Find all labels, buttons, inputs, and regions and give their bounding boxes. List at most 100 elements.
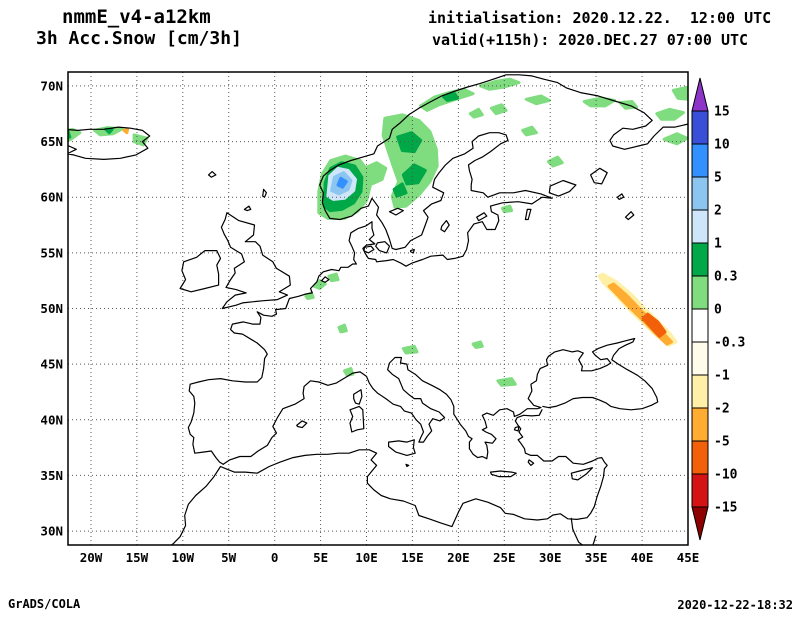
colorbar-band-2to5 (691, 176, 709, 211)
colorbar-band--10to-5 (691, 440, 709, 475)
colorbar-band-0.3to1 (691, 242, 709, 277)
coastline-atlantic-baltic-scandinavia-coast (187, 74, 688, 465)
colorbar-tick--10: -10 (714, 468, 738, 483)
colorbar-band-5to10 (691, 143, 709, 178)
snow-region-karelia-spot (546, 155, 564, 168)
lon-tick-35E: 35E (585, 550, 608, 565)
snow-region-liguria-spot (343, 367, 355, 377)
lon-tick-40E: 40E (631, 550, 654, 565)
snow-region-central-scandes-core-north (396, 131, 423, 154)
coastline-crete (489, 470, 517, 478)
snow-region-russia-streak-core (641, 312, 667, 338)
colorbar: 15 10 5 2 1 0.3 0 -0.3 -1 -2 -5 -10 -15 (691, 77, 745, 541)
coastline-aqaba-gulf (592, 535, 597, 545)
snow-region-iceland-north-core (104, 127, 114, 135)
colorbar-tick-2: 2 (714, 204, 722, 219)
map-inner (68, 72, 688, 545)
coastline-ijsselmeer (320, 276, 330, 283)
coastline-sardinia (349, 405, 365, 433)
lat-tick-45N: 45N (40, 357, 63, 372)
colorbar-band--1to-0.3 (691, 341, 709, 376)
product-title: 3h Acc.Snow [cm/3h] (36, 28, 242, 49)
snow-region-transylvania-spot (471, 340, 484, 349)
lat-tick-60N: 60N (40, 190, 63, 205)
snow-region-finnmark-kola-border (524, 94, 551, 106)
colorbar-band-1to2 (691, 209, 709, 244)
snow-region-northeast-corner (671, 85, 688, 101)
coastline-lake-onega (590, 167, 608, 185)
lat-tick-30N: 30N (40, 524, 63, 539)
lat-tick-55N: 55N (40, 245, 63, 260)
lon-tick-20E: 20E (447, 550, 470, 565)
coastline-mediterranean-blacksea-coast (222, 337, 659, 465)
coastline-funen (363, 245, 375, 254)
lon-tick-10W: 10W (172, 550, 195, 565)
coastline-lake-ladoga (548, 179, 577, 197)
colorbar-tick-1: 1 (714, 237, 722, 252)
snow-region-netherlands-spot-1 (312, 279, 327, 290)
coastline-suez-gulf (570, 517, 583, 545)
coastline-lake-vanern (388, 207, 404, 216)
lat-tick-50N: 50N (40, 301, 63, 316)
colorbar-tick-15: 15 (714, 105, 730, 120)
snow-region-bulgaria-spot (496, 377, 517, 387)
lon-tick-10E: 10E (355, 550, 378, 565)
colorbar-band--5to-2 (691, 407, 709, 442)
coastline-rhodes (527, 459, 535, 466)
snow-region-central-scandes-core-mid (401, 163, 427, 186)
coastline-ireland (179, 250, 222, 293)
coastline-sicily (388, 439, 416, 456)
snow-region-south-norway-max (336, 176, 348, 189)
valid-time-label: valid(+115h): 2020.DEC.27 07:00 UTC (432, 31, 749, 49)
coastline-iceland (68, 126, 151, 160)
coastline-saaremaa (476, 212, 488, 222)
lon-tick-5W: 5W (221, 550, 237, 565)
snow-region-lapland-spot (521, 125, 538, 137)
colorbar-tick--1: -1 (714, 369, 730, 384)
lat-tick-40N: 40N (40, 412, 63, 427)
snow-region-finnmark-coast (478, 77, 521, 91)
colorbar-arrow-top (691, 77, 709, 112)
snow-region-inari-spot (489, 103, 508, 116)
snow-region-vosges-spot (337, 323, 348, 334)
map-frame (67, 71, 689, 546)
snow-region-central-scandes (381, 113, 439, 209)
lat-tick-65N: 65N (40, 134, 63, 149)
creation-timestamp: 2020-12-22-18:32 (677, 598, 793, 612)
lon-tick-30E: 30E (539, 550, 562, 565)
coastline-malta (405, 463, 410, 468)
colorbar-band--0.3to0 (691, 308, 709, 343)
colorbar-band-0to0.3 (691, 275, 709, 310)
model-name: nmmE_v4-a12km (62, 6, 211, 28)
lon-tick-15E: 15E (401, 550, 424, 565)
lon-tick-15W: 15W (126, 550, 149, 565)
snow-region-kola-central (582, 96, 616, 108)
snow-region-netherlands-spot-2 (327, 272, 340, 283)
colorbar-tick--0.3: -0.3 (714, 336, 745, 351)
coastline-zealand (375, 241, 391, 254)
snow-region-tornio-spot (468, 107, 484, 119)
coastline-mallorca (296, 420, 308, 429)
snow-region-styria-spot (401, 344, 419, 355)
coastline-cyprus (570, 467, 594, 481)
colorbar-band--2to-1 (691, 374, 709, 409)
lon-tick-0: 0 (271, 550, 279, 565)
coastline-corsica (353, 389, 363, 405)
coastline-faroe-islands (207, 171, 217, 178)
colorbar-tick-10: 10 (714, 138, 730, 153)
coastline-orkney (243, 205, 252, 212)
snow-region-arkhangelsk (662, 132, 688, 146)
colorbar-arrow-bottom (691, 506, 709, 541)
coastline-gotland (440, 220, 450, 233)
lon-tick-20W: 20W (80, 550, 103, 565)
snow-region-flanders-spot (304, 291, 315, 300)
coastline-shetland (262, 188, 267, 198)
snow-region-estonia-spot (501, 204, 514, 214)
colorbar-band--15to-10 (691, 473, 709, 508)
lon-tick-25E: 25E (493, 550, 516, 565)
colorbar-tick-0.3: 0.3 (714, 270, 737, 285)
snow-region-norway-east-tongue (365, 161, 388, 186)
coastline-bornholm (410, 248, 415, 254)
